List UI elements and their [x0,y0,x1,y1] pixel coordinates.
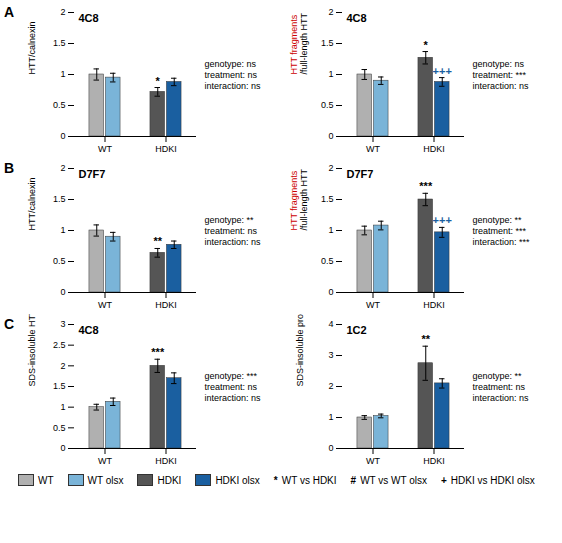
svg-text:1.5: 1.5 [53,194,66,204]
svg-text:***: *** [151,346,165,358]
svg-text:WT: WT [366,300,380,310]
svg-text:2: 2 [60,361,65,371]
svg-text:HDKI: HDKI [155,144,177,154]
svg-text:1: 1 [60,402,65,412]
svg-text:1.5: 1.5 [321,194,334,204]
html-text:B: B [4,160,15,176]
svg-text:2: 2 [328,7,333,17]
svg-text:0.5: 0.5 [53,423,66,433]
svg-text:genotype: nstreatment: nsinter: genotype: nstreatment: nsinteraction: ns [205,59,262,92]
svg-text:0.5: 0.5 [53,100,66,110]
svg-text:genotype: **treatment: ***inte: genotype: **treatment: ***interaction: *… [473,215,531,248]
svg-text:4C8: 4C8 [79,324,99,336]
svg-text:HTT/calnexin: HTT/calnexin [27,177,37,230]
svg-text:+++: +++ [433,214,452,226]
svg-text:0: 0 [60,287,65,297]
html-text:WT olsx: WT olsx [87,474,124,486]
svg-text:D7F7: D7F7 [347,168,374,180]
html-text:A: A [4,4,15,20]
html-text:HDKI: HDKI [157,474,182,486]
svg-text:1.5: 1.5 [321,38,334,48]
svg-text:1: 1 [328,69,333,79]
svg-text:WT: WT [98,144,112,154]
svg-text:4C8: 4C8 [79,12,99,24]
svg-text:/full-length HTT: /full-length HTT [299,168,309,230]
html-text:C: C [4,316,15,332]
svg-text:2: 2 [328,163,333,173]
svg-text:genotype: **treatment: nsinter: genotype: **treatment: nsinteraction: ns [473,371,530,404]
html-text:# WT vs WT olsx: # WT vs WT olsx [350,474,427,486]
svg-text:HTT/calnexin: HTT/calnexin [27,21,37,74]
svg-text:WT: WT [98,456,112,466]
svg-text:**: ** [153,235,162,247]
svg-text:2: 2 [60,163,65,173]
svg-text:D7F7: D7F7 [79,168,106,180]
svg-text:SDS-insoluble HTT: SDS-insoluble HTT [27,314,37,387]
svg-text:1: 1 [60,69,65,79]
svg-text:0: 0 [328,131,333,141]
svg-text:HTT fragments: HTT fragments [289,170,299,230]
svg-text:WT: WT [366,456,380,466]
svg-text:HDKI: HDKI [423,300,445,310]
svg-text:4C8: 4C8 [347,12,367,24]
svg-text:0.5: 0.5 [321,256,334,266]
svg-text:0.5: 0.5 [53,256,66,266]
svg-text:0: 0 [60,131,65,141]
svg-text:***: *** [419,180,433,192]
svg-text:genotype: **treatment: nsinter: genotype: **treatment: nsinteraction: ns [205,215,262,248]
html-text:+ HDKI vs HDKI olsx: + HDKI vs HDKI olsx [441,474,535,486]
svg-text:0: 0 [60,443,65,453]
svg-text:2: 2 [328,381,333,391]
svg-text:genotype: ***treatment: nsinte: genotype: ***treatment: nsinteraction: n… [205,371,262,404]
svg-text:+++: +++ [433,65,452,77]
svg-text:genotype: nstreatment: ***inte: genotype: nstreatment: ***interaction: n… [473,59,530,92]
svg-text:0.5: 0.5 [321,100,334,110]
html-text:HDKI olsx: HDKI olsx [215,474,260,486]
svg-text:SDS-insoluble protein: SDS-insoluble protein [295,314,305,387]
svg-text:3: 3 [328,350,333,360]
svg-text:HDKI: HDKI [155,300,177,310]
svg-text:*: * [156,75,161,87]
svg-text:**: ** [421,333,430,345]
svg-text:HTT fragments: HTT fragments [289,14,299,74]
svg-text:4: 4 [328,319,333,329]
svg-text:1C2: 1C2 [347,324,367,336]
svg-text:0: 0 [328,443,333,453]
svg-text:HDKI: HDKI [423,144,445,154]
svg-text:WT: WT [98,300,112,310]
svg-text:1.5: 1.5 [53,381,66,391]
html-text:* WT vs HDKI: * WT vs HDKI [273,474,337,486]
svg-text:2: 2 [60,7,65,17]
svg-text:1: 1 [328,412,333,422]
svg-text:3: 3 [60,319,65,329]
svg-text:1: 1 [60,225,65,235]
svg-text:WT: WT [366,144,380,154]
svg-text:HDKI: HDKI [155,456,177,466]
svg-text:2.5: 2.5 [53,340,66,350]
svg-text:1.5: 1.5 [53,38,66,48]
svg-text:HDKI: HDKI [423,456,445,466]
svg-text:*: * [424,39,429,51]
svg-text:/full-length HTT: /full-length HTT [299,12,309,74]
html-text:WT: WT [38,474,54,486]
svg-text:0: 0 [328,287,333,297]
svg-text:1: 1 [328,225,333,235]
